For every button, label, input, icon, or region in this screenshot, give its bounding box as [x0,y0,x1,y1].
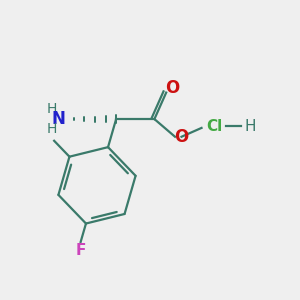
Text: H: H [244,119,256,134]
Text: H: H [47,102,57,116]
Text: Cl: Cl [207,119,223,134]
Text: O: O [165,79,179,97]
Text: H: H [47,122,57,136]
Text: O: O [174,128,189,146]
Text: F: F [76,243,86,258]
Text: N: N [52,110,66,128]
